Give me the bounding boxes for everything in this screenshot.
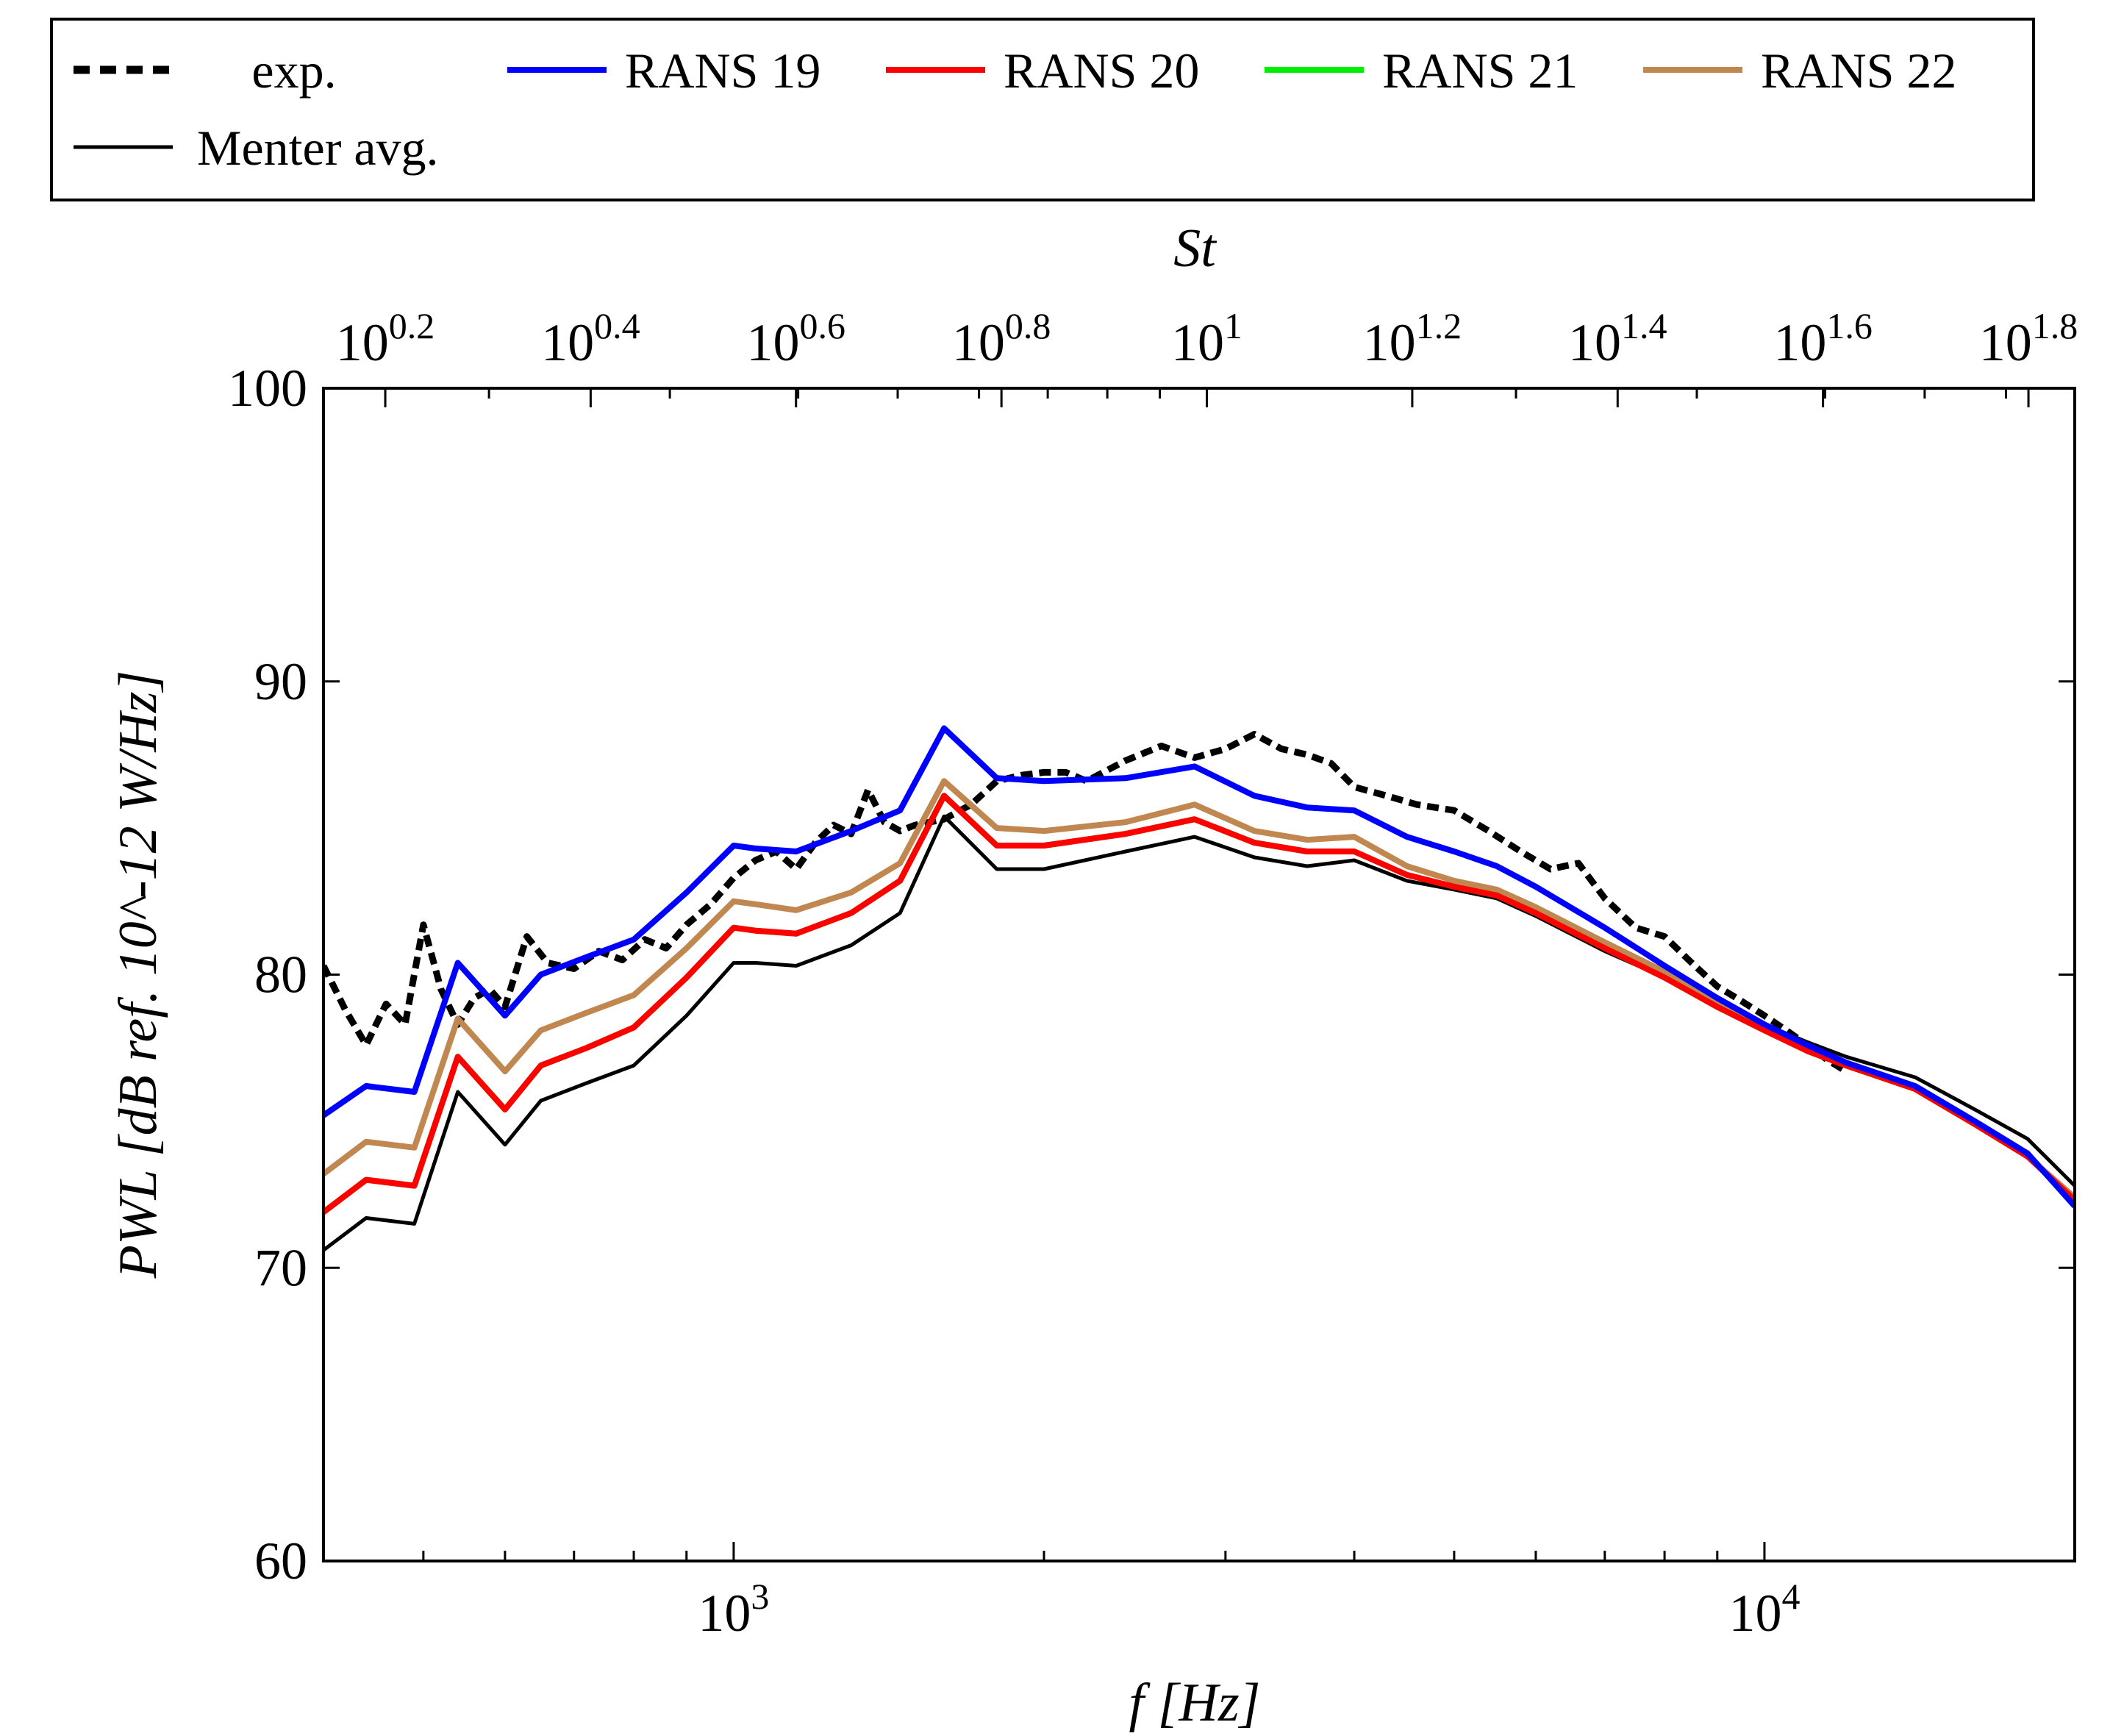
legend-entry: RANS 22 bbox=[1643, 43, 1956, 99]
series-line-rans-20 bbox=[323, 793, 2075, 1215]
st-tick-label: 101.4 bbox=[1568, 305, 1667, 372]
st-tick-label: 100.8 bbox=[952, 305, 1051, 372]
legend-entry: Menter avg. bbox=[74, 120, 439, 176]
x-tick-label: 103 bbox=[698, 1576, 769, 1643]
y-tick-label: 60 bbox=[254, 1532, 307, 1590]
st-tick-label: 101.2 bbox=[1363, 305, 1462, 372]
legend-label: RANS 20 bbox=[1004, 43, 1199, 99]
legend-entry: RANS 20 bbox=[886, 43, 1199, 99]
legend-label: exp. bbox=[251, 43, 336, 99]
st-tick-label: 100.4 bbox=[541, 305, 640, 372]
legend-label: RANS 19 bbox=[625, 43, 820, 99]
st-tick-label: 100.2 bbox=[336, 305, 435, 372]
x-axis-title: f [Hz] bbox=[1129, 1673, 1261, 1733]
legend-frame bbox=[50, 18, 2035, 201]
st-tick-label: 101 bbox=[1171, 305, 1242, 372]
legend-entry: RANS 19 bbox=[507, 43, 820, 99]
top-axis-title: St bbox=[1173, 218, 1217, 279]
x-tick-label: 104 bbox=[1728, 1576, 1800, 1643]
plot-frame bbox=[322, 387, 2076, 1562]
legend-entry: exp. bbox=[74, 43, 337, 99]
legend-label: RANS 21 bbox=[1382, 43, 1578, 99]
series-line-rans-21 bbox=[323, 793, 2075, 1215]
st-tick-label: 100.6 bbox=[746, 305, 845, 372]
y-axis-title: PWL [dB ref. 10^-12 W/Hz] bbox=[108, 671, 168, 1279]
series-line-rans-22 bbox=[323, 778, 2075, 1200]
plot-area bbox=[322, 387, 2076, 1562]
y-tick-label: 80 bbox=[254, 946, 307, 1004]
legend-label: RANS 22 bbox=[1761, 43, 1956, 99]
legend: exp. RANS 19 RANS 20 RANS 21 RANS 22 Menter a… bbox=[50, 18, 2035, 201]
series-line-exp bbox=[323, 731, 1848, 1074]
st-tick-label: 101.6 bbox=[1773, 305, 1873, 372]
legend-label: Menter avg. bbox=[197, 120, 439, 176]
st-tick-label: 101.8 bbox=[1979, 305, 2078, 372]
y-tick-label: 70 bbox=[254, 1238, 307, 1297]
y-tick-label: 90 bbox=[254, 652, 307, 711]
y-tick-label: 100 bbox=[228, 359, 307, 418]
series-line-rans-19 bbox=[323, 725, 2075, 1209]
series-line-menter-avg bbox=[323, 814, 2075, 1252]
legend-entry: RANS 21 bbox=[1265, 43, 1578, 99]
